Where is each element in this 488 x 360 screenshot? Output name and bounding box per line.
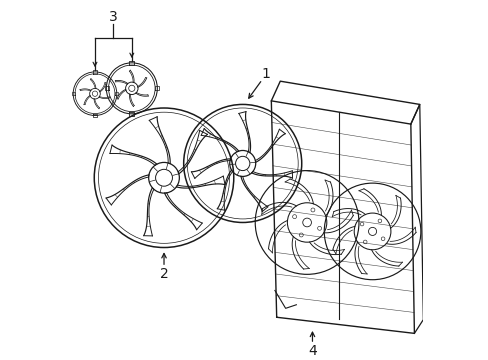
Text: 3: 3 [109, 10, 118, 24]
Text: 2: 2 [159, 267, 168, 282]
Text: 1: 1 [261, 67, 270, 81]
Text: 4: 4 [307, 343, 316, 357]
